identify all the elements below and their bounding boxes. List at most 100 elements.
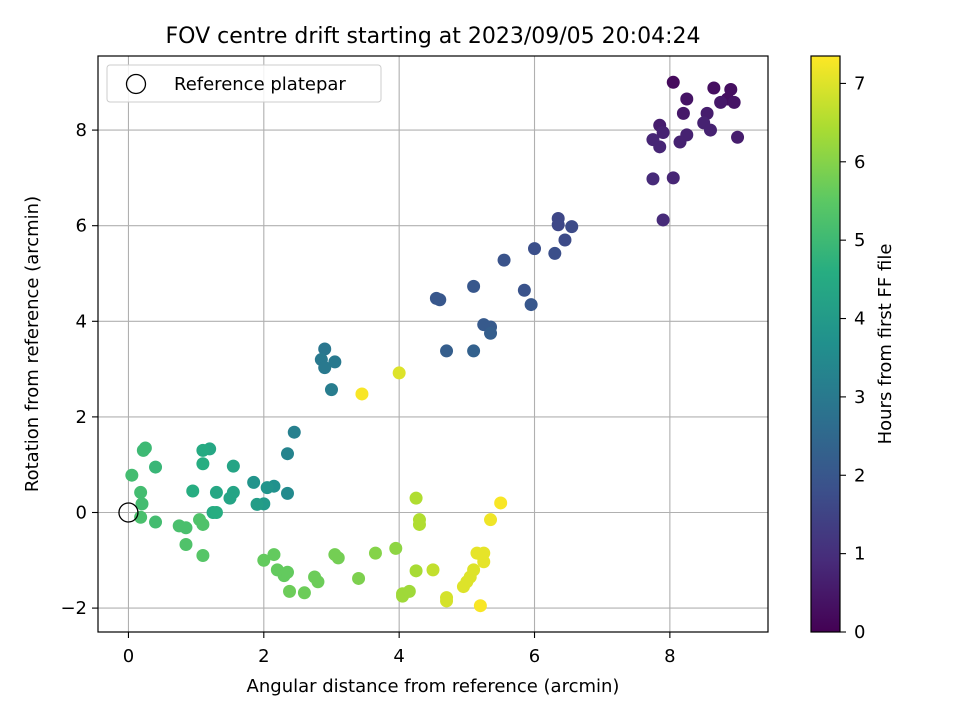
data-point: [565, 220, 579, 234]
colorbar-tick-label: 2: [854, 465, 865, 486]
data-point: [558, 233, 572, 247]
data-point: [653, 140, 667, 154]
x-tick-label: 6: [529, 646, 540, 667]
data-point: [528, 242, 542, 256]
data-point: [497, 253, 511, 267]
data-point: [676, 106, 690, 120]
data-point: [440, 594, 454, 608]
x-axis-ticks: 0 2 4 6 8: [123, 632, 676, 667]
legend-entry-label: Reference platepar: [174, 74, 346, 95]
data-point: [467, 279, 481, 293]
colorbar-label: Hours from first FF file: [875, 244, 896, 445]
plot-area-frame: [97, 55, 769, 633]
reference-platepar-marker: [118, 502, 139, 523]
y-tick-label: −2: [60, 598, 87, 619]
data-point: [666, 171, 680, 185]
data-point: [311, 575, 325, 589]
data-point: [673, 135, 687, 149]
data-point: [524, 298, 538, 312]
data-point: [283, 584, 297, 598]
data-point: [149, 460, 163, 474]
data-point: [368, 546, 382, 560]
legend: Reference platepar: [106, 64, 382, 103]
colorbar-tick-label: 4: [854, 309, 865, 330]
data-point: [727, 95, 741, 109]
data-point: [467, 344, 481, 358]
colorbar-tick-label: 7: [854, 73, 865, 94]
data-point: [328, 355, 342, 369]
data-point: [331, 551, 345, 565]
y-axis-label: Rotation from reference (arcmin): [22, 196, 43, 492]
y-tick-label: 2: [76, 407, 87, 428]
data-point: [389, 541, 403, 555]
data-point: [656, 213, 670, 227]
data-point: [731, 130, 745, 144]
data-point: [135, 497, 149, 511]
colorbar-tick-label: 1: [854, 544, 865, 565]
legend-open-circle-marker: [125, 73, 147, 95]
y-tick-label: 8: [76, 120, 87, 141]
data-point: [355, 387, 369, 401]
colorbar-tick-label: 0: [854, 622, 865, 643]
data-point: [226, 459, 240, 473]
data-point: [257, 553, 271, 567]
data-point: [149, 515, 163, 529]
colorbar-tick-label: 5: [854, 230, 865, 251]
data-point: [125, 468, 139, 482]
data-point: [433, 293, 447, 307]
data-point: [260, 481, 274, 495]
x-axis-label: Angular distance from reference (arcmin): [247, 676, 620, 697]
data-point: [409, 564, 423, 578]
data-point: [412, 517, 426, 531]
data-point: [136, 443, 150, 457]
chart-title: FOV centre drift starting at 2023/09/05 …: [166, 24, 701, 49]
data-point: [280, 565, 294, 579]
data-point: [484, 513, 498, 527]
data-point: [646, 172, 660, 186]
data-point: [196, 549, 210, 563]
data-point: [484, 326, 498, 340]
data-point: [196, 457, 210, 471]
x-tick-label: 0: [123, 646, 134, 667]
data-point: [287, 425, 301, 439]
data-point: [656, 125, 670, 139]
data-point: [402, 584, 416, 598]
data-point: [392, 366, 406, 380]
data-point: [209, 485, 223, 499]
data-point: [494, 496, 508, 510]
grid: [98, 56, 768, 632]
data-point: [196, 517, 210, 531]
data-point: [409, 491, 423, 505]
data-point: [352, 571, 366, 585]
data-point: [196, 443, 210, 457]
y-tick-label: 0: [76, 502, 87, 523]
data-points: [125, 75, 745, 613]
data-point: [280, 486, 294, 500]
data-point: [179, 538, 193, 552]
y-tick-label: 4: [76, 311, 87, 332]
data-point: [440, 344, 454, 358]
colorbar: 0 1 2 3 4 5 6 7 Hours from first FF file: [810, 55, 896, 643]
data-point: [267, 548, 281, 562]
data-point: [473, 599, 487, 613]
data-point: [280, 447, 294, 461]
data-point: [703, 123, 717, 137]
data-point: [250, 497, 264, 511]
colorbar-frame: [810, 55, 841, 633]
data-point: [707, 81, 721, 95]
colorbar-tick-label: 6: [854, 152, 865, 173]
data-point: [324, 383, 338, 397]
x-tick-label: 4: [393, 646, 404, 667]
y-tick-label: 6: [76, 216, 87, 237]
data-point: [247, 475, 261, 489]
data-point: [714, 95, 728, 109]
legend-box: [106, 64, 382, 103]
data-point: [179, 521, 193, 535]
x-tick-label: 2: [258, 646, 269, 667]
data-point: [209, 505, 223, 519]
data-point: [318, 342, 332, 356]
data-point: [477, 546, 491, 560]
colorbar-gradient: [811, 56, 840, 632]
data-point: [666, 75, 680, 89]
